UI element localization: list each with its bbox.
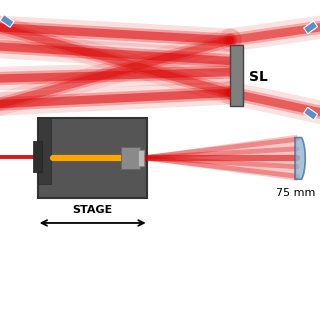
Polygon shape bbox=[144, 135, 297, 181]
Polygon shape bbox=[295, 138, 305, 179]
Bar bbox=[304, 21, 318, 34]
Bar bbox=[38, 118, 147, 198]
Bar bbox=[230, 45, 243, 106]
Text: 75 mm: 75 mm bbox=[276, 188, 315, 198]
Bar bbox=[122, 147, 140, 169]
Text: SL: SL bbox=[249, 70, 268, 84]
Bar bbox=[304, 107, 318, 120]
Text: STAGE: STAGE bbox=[73, 205, 113, 215]
Bar bbox=[0, 15, 14, 27]
Bar bbox=[38, 118, 52, 184]
Bar bbox=[138, 150, 144, 166]
Bar bbox=[33, 141, 42, 172]
